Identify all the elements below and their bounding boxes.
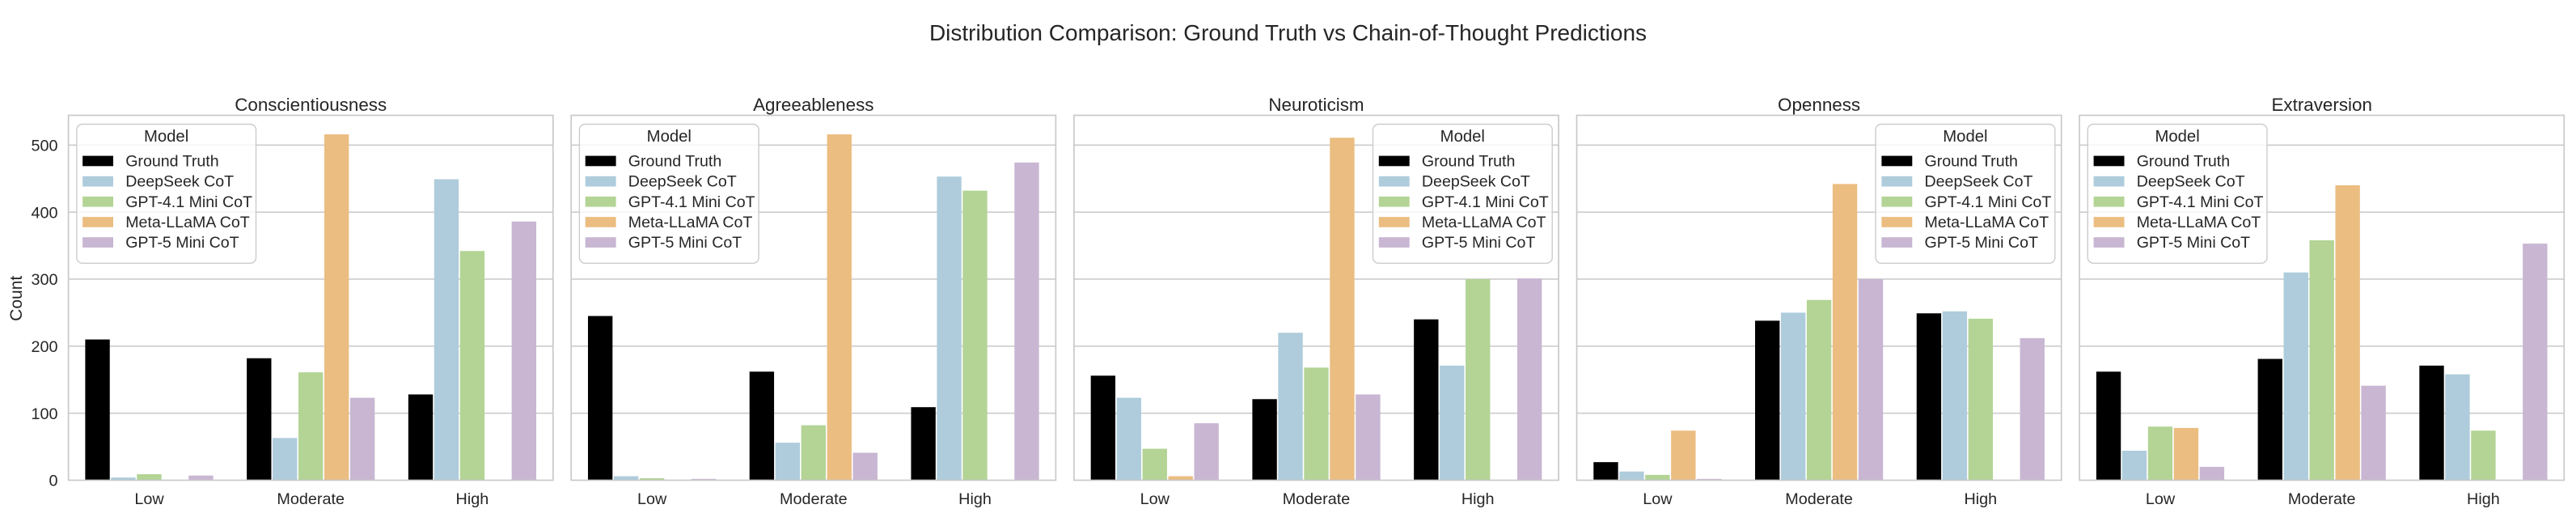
svg-text:300: 300 bbox=[31, 271, 57, 289]
svg-text:High: High bbox=[958, 490, 992, 508]
svg-text:GPT-5 Mini CoT: GPT-5 Mini CoT bbox=[1422, 234, 1535, 252]
svg-text:GPT-4.1 Mini CoT: GPT-4.1 Mini CoT bbox=[628, 193, 755, 211]
svg-text:DeepSeek CoT: DeepSeek CoT bbox=[1422, 173, 1530, 191]
svg-text:Model: Model bbox=[1440, 128, 1485, 146]
svg-text:Meta-LLaMA CoT: Meta-LLaMA CoT bbox=[628, 214, 753, 231]
svg-text:400: 400 bbox=[31, 204, 57, 222]
svg-text:Moderate: Moderate bbox=[277, 490, 345, 508]
svg-text:Low: Low bbox=[1140, 490, 1170, 508]
svg-text:DeepSeek CoT: DeepSeek CoT bbox=[1925, 173, 2033, 191]
svg-text:Low: Low bbox=[637, 490, 667, 508]
svg-text:Ground Truth: Ground Truth bbox=[1422, 153, 1515, 171]
svg-text:100: 100 bbox=[31, 405, 57, 423]
svg-text:DeepSeek CoT: DeepSeek CoT bbox=[628, 173, 737, 191]
svg-text:GPT-5 Mini CoT: GPT-5 Mini CoT bbox=[2137, 234, 2250, 252]
svg-text:Low: Low bbox=[1643, 490, 1673, 508]
svg-text:Moderate: Moderate bbox=[1785, 490, 1853, 508]
svg-text:Ground Truth: Ground Truth bbox=[1925, 153, 2018, 171]
svg-text:Count: Count bbox=[7, 276, 26, 321]
svg-text:Low: Low bbox=[134, 490, 164, 508]
svg-text:High: High bbox=[1964, 490, 1997, 508]
svg-text:Model: Model bbox=[1943, 128, 1987, 146]
svg-text:200: 200 bbox=[31, 338, 57, 356]
svg-text:Moderate: Moderate bbox=[1283, 490, 1351, 508]
svg-text:Agreeableness: Agreeableness bbox=[753, 95, 873, 115]
svg-text:Ground Truth: Ground Truth bbox=[628, 153, 721, 171]
svg-text:Ground Truth: Ground Truth bbox=[125, 153, 218, 171]
svg-text:Moderate: Moderate bbox=[2288, 490, 2356, 508]
svg-text:Low: Low bbox=[2146, 490, 2176, 508]
svg-text:0: 0 bbox=[49, 473, 57, 490]
svg-text:Meta-LLaMA CoT: Meta-LLaMA CoT bbox=[2137, 214, 2261, 231]
svg-text:DeepSeek CoT: DeepSeek CoT bbox=[2137, 173, 2245, 191]
svg-text:Model: Model bbox=[647, 128, 692, 146]
svg-text:GPT-5 Mini CoT: GPT-5 Mini CoT bbox=[1925, 234, 2038, 252]
svg-text:GPT-4.1 Mini CoT: GPT-4.1 Mini CoT bbox=[125, 193, 252, 211]
svg-text:Model: Model bbox=[2155, 128, 2199, 146]
svg-text:500: 500 bbox=[31, 138, 57, 155]
svg-text:Meta-LLaMA CoT: Meta-LLaMA CoT bbox=[1422, 214, 1546, 231]
svg-text:GPT-5 Mini CoT: GPT-5 Mini CoT bbox=[628, 234, 742, 252]
svg-text:Meta-LLaMA CoT: Meta-LLaMA CoT bbox=[125, 214, 250, 231]
svg-text:GPT-4.1 Mini CoT: GPT-4.1 Mini CoT bbox=[1925, 193, 2052, 211]
svg-text:Ground Truth: Ground Truth bbox=[2137, 153, 2230, 171]
svg-text:GPT-5 Mini CoT: GPT-5 Mini CoT bbox=[125, 234, 239, 252]
svg-text:DeepSeek CoT: DeepSeek CoT bbox=[125, 173, 234, 191]
svg-text:GPT-4.1 Mini CoT: GPT-4.1 Mini CoT bbox=[1422, 193, 1549, 211]
svg-text:High: High bbox=[1461, 490, 1495, 508]
svg-text:High: High bbox=[456, 490, 489, 508]
svg-text:GPT-4.1 Mini CoT: GPT-4.1 Mini CoT bbox=[2137, 193, 2264, 211]
svg-text:Openness: Openness bbox=[1778, 95, 1860, 115]
svg-text:Extraversion: Extraversion bbox=[2271, 95, 2371, 115]
svg-text:Model: Model bbox=[144, 128, 188, 146]
svg-text:Conscientiousness: Conscientiousness bbox=[235, 95, 387, 115]
svg-text:Moderate: Moderate bbox=[780, 490, 848, 508]
svg-text:Meta-LLaMA CoT: Meta-LLaMA CoT bbox=[1925, 214, 2049, 231]
svg-text:Distribution Comparison: Groun: Distribution Comparison: Ground Truth vs… bbox=[929, 20, 1647, 45]
svg-text:High: High bbox=[2467, 490, 2500, 508]
svg-text:Neuroticism: Neuroticism bbox=[1268, 95, 1364, 115]
